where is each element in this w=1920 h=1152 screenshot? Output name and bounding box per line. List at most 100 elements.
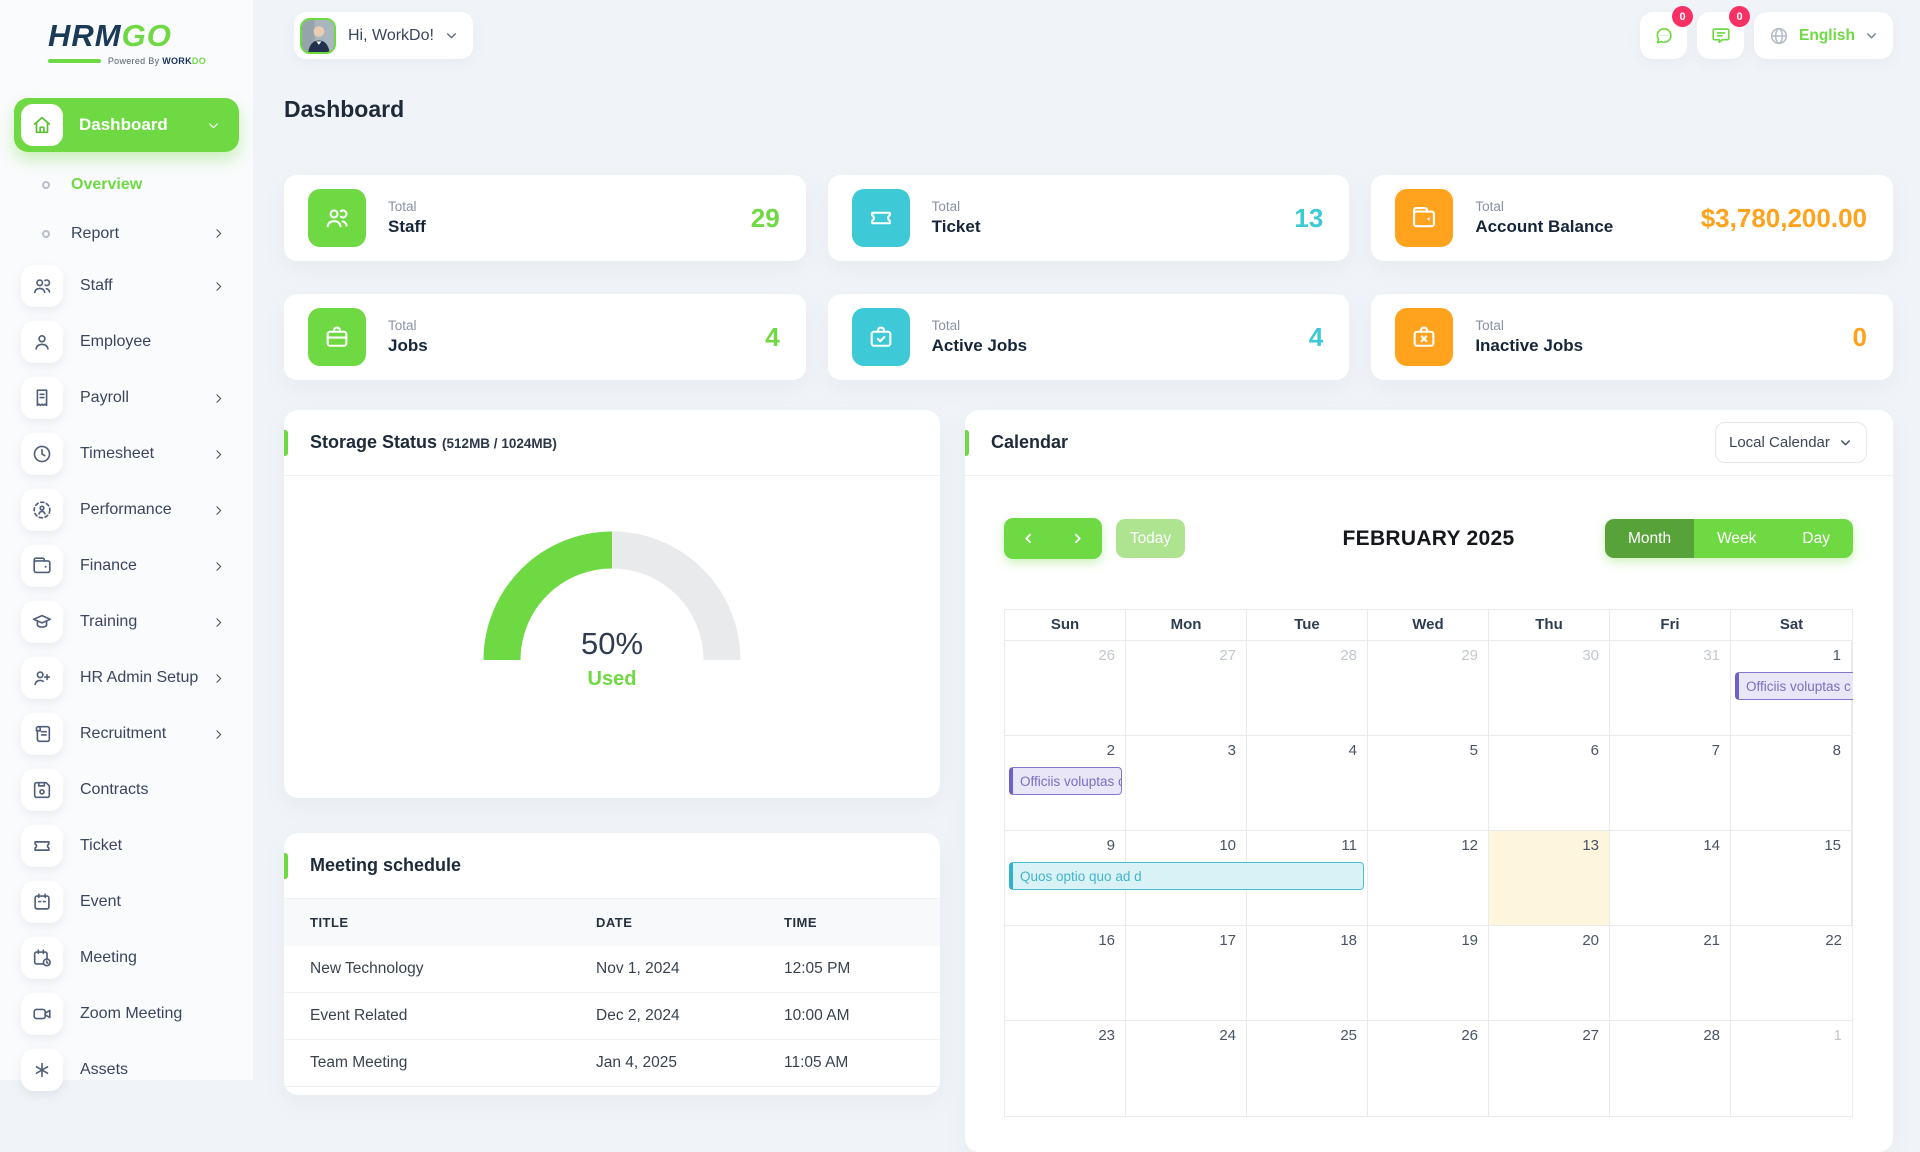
calendar-day-cell[interactable]: 18 bbox=[1247, 926, 1368, 1021]
calendar-day-cell[interactable]: 24 bbox=[1126, 1021, 1247, 1116]
sidebar-item-label: Staff bbox=[80, 277, 113, 294]
view-week-button[interactable]: Week bbox=[1694, 519, 1780, 558]
calendar-day-cell[interactable]: 20 bbox=[1489, 926, 1610, 1021]
stat-prefix: Total bbox=[1475, 199, 1504, 214]
calendar-day-cell[interactable]: 29 bbox=[1368, 641, 1489, 736]
calendar-day-cell[interactable]: 30 bbox=[1489, 641, 1610, 736]
sidebar-item-hr-admin-setup[interactable]: HR Admin Setup bbox=[0, 650, 253, 706]
calendar-event[interactable]: Officiis voluptas c bbox=[1009, 767, 1122, 795]
calendar-day-cell[interactable]: 27 bbox=[1489, 1021, 1610, 1116]
calendar-next-button[interactable] bbox=[1053, 518, 1102, 559]
chevron-down-icon bbox=[444, 28, 459, 43]
chevron-right-icon bbox=[216, 617, 222, 627]
sidebar-item-meeting[interactable]: Meeting bbox=[0, 930, 253, 986]
submenu-bullet-icon bbox=[42, 229, 50, 238]
chevron-down-icon bbox=[1838, 435, 1853, 450]
calendar-day-cell[interactable]: 17 bbox=[1126, 926, 1247, 1021]
sidebar-item-employee[interactable]: Employee bbox=[0, 314, 253, 370]
sidebar-item-dashboard[interactable]: Dashboard bbox=[14, 98, 239, 152]
calendar-icon-box bbox=[21, 881, 63, 923]
calendar-day-cell[interactable]: 27 bbox=[1126, 641, 1247, 736]
calendar-event[interactable]: Officiis voluptas c bbox=[1735, 672, 1853, 700]
sidebar-item-zoom-meeting[interactable]: Zoom Meeting bbox=[0, 986, 253, 1042]
brand-logo[interactable]: HRMGO Powered By WORKDO bbox=[0, 0, 253, 84]
chevron-right-icon bbox=[216, 561, 222, 571]
sidebar-item-timesheet[interactable]: Timesheet bbox=[0, 426, 253, 482]
calendar-day-cell[interactable]: 8 bbox=[1731, 736, 1852, 831]
sidebar-item-contracts[interactable]: Contracts bbox=[0, 762, 253, 818]
calendar-day-cell[interactable]: 13 bbox=[1489, 831, 1610, 926]
calendar-day-cell[interactable]: 26 bbox=[1005, 641, 1126, 736]
calendar-day-cell[interactable]: 16 bbox=[1005, 926, 1126, 1021]
calendar-day-cell[interactable]: 1 bbox=[1833, 1027, 1842, 1044]
user-icon bbox=[35, 335, 49, 350]
meeting-time: 10:00 AM bbox=[784, 1007, 850, 1024]
sidebar-item-label: Finance bbox=[80, 557, 137, 574]
calendar-day-cell[interactable]: 11 bbox=[1247, 831, 1368, 926]
calendar-source-select[interactable]: Local Calendar bbox=[1715, 422, 1867, 463]
meeting-title: Team Meeting bbox=[310, 1054, 408, 1071]
notification-icon bbox=[1710, 25, 1732, 47]
weekday-header: Sun bbox=[1005, 610, 1126, 640]
ticket-icon-box bbox=[21, 825, 63, 867]
sidebar-item-ticket[interactable]: Ticket bbox=[0, 818, 253, 874]
calendar-day-cell[interactable]: 5 bbox=[1368, 736, 1489, 831]
calendar-grid: Sun Mon Tue Wed Thu Fri Sat 26 27 28 29 30 31 1 Offic… bbox=[1004, 609, 1853, 1117]
calendar-day-cell[interactable]: 21 bbox=[1610, 926, 1731, 1021]
storage-used-label: Used bbox=[587, 668, 637, 690]
sidebar-item-performance[interactable]: Performance bbox=[0, 482, 253, 538]
user-menu[interactable]: Hi, WorkDo! bbox=[294, 12, 473, 59]
language-selector[interactable]: English bbox=[1754, 12, 1893, 59]
calendar-day-cell[interactable]: 15 bbox=[1731, 831, 1852, 926]
sidebar-item-finance[interactable]: Finance bbox=[0, 538, 253, 594]
notifications-button[interactable]: 0 bbox=[1697, 6, 1751, 59]
target-icon bbox=[33, 501, 51, 519]
calendar-day-cell[interactable]: 25 bbox=[1247, 1021, 1368, 1116]
chevron-down-icon bbox=[1864, 28, 1879, 43]
calendar-day-cell[interactable]: 14 bbox=[1610, 831, 1731, 926]
sidebar-item-report[interactable]: Report bbox=[0, 209, 253, 258]
users-icon-box bbox=[21, 265, 63, 307]
stat-card-inactive-jobs: Total Inactive Jobs 0 bbox=[1371, 294, 1893, 380]
user-icon-box bbox=[21, 321, 63, 363]
stat-value: 29 bbox=[750, 202, 780, 233]
view-month-button[interactable]: Month bbox=[1604, 519, 1695, 558]
messages-button[interactable]: 0 bbox=[1640, 6, 1694, 59]
calendar-day-cell[interactable]: 31 bbox=[1610, 641, 1731, 736]
calendar-day-cell[interactable]: 3 bbox=[1126, 736, 1247, 831]
sidebar-item-assets[interactable]: Assets bbox=[0, 1042, 253, 1098]
calendar-day-cell[interactable]: 26 bbox=[1368, 1021, 1489, 1116]
meetings-column-header: TIME bbox=[784, 915, 818, 930]
view-day-button[interactable]: Day bbox=[1779, 519, 1853, 558]
calendar-day-cell[interactable]: 7 bbox=[1610, 736, 1731, 831]
sidebar-item-staff[interactable]: Staff bbox=[0, 258, 253, 314]
calendar-today-button[interactable]: Today bbox=[1116, 519, 1185, 558]
calendar-day-cell[interactable]: 28 bbox=[1610, 1021, 1731, 1116]
sidebar-nav: Dashboard Overview Report Staff Employee… bbox=[0, 84, 253, 1098]
calendar-day-cell[interactable]: 28 bbox=[1247, 641, 1368, 736]
calendar-card-title: Calendar bbox=[991, 432, 1069, 452]
calendar-day-cell[interactable]: 4 bbox=[1247, 736, 1368, 831]
stats-grid: Total Staff 29 Total Ticket 13 Total Acc… bbox=[284, 175, 1893, 380]
sidebar-item-event[interactable]: Event bbox=[0, 874, 253, 930]
chevron-right-icon bbox=[211, 391, 226, 406]
calendar-day-cell[interactable]: 22 bbox=[1731, 926, 1852, 1021]
card-accent-bar bbox=[284, 853, 288, 879]
calendar-day-cell[interactable]: 23 bbox=[1005, 1021, 1126, 1116]
calendar-day-cell[interactable]: 2 bbox=[1005, 736, 1126, 831]
calendar-week-row: 23 24 25 26 27 28 1 bbox=[1005, 1021, 1852, 1116]
calendar-prev-button[interactable] bbox=[1004, 518, 1053, 559]
calendar-day-cell[interactable]: 19 bbox=[1368, 926, 1489, 1021]
sidebar-item-label: Event bbox=[80, 893, 121, 910]
chevron-right-icon bbox=[216, 449, 222, 459]
sidebar-item-overview[interactable]: Overview bbox=[0, 160, 253, 209]
sidebar-item-training[interactable]: Training bbox=[0, 594, 253, 650]
calendar-day-cell[interactable]: 12 bbox=[1368, 831, 1489, 926]
calendar-day-cell[interactable]: 6 bbox=[1489, 736, 1610, 831]
calendar-event[interactable]: Quos optio quo ad d bbox=[1009, 862, 1364, 890]
sidebar-item-recruitment[interactable]: Recruitment bbox=[0, 706, 253, 762]
chevron-right-icon bbox=[216, 729, 222, 739]
sidebar-item-payroll[interactable]: Payroll bbox=[0, 370, 253, 426]
card-accent-bar bbox=[284, 430, 288, 456]
calendar-week-row: 16 17 18 19 20 21 22 bbox=[1005, 926, 1852, 1021]
